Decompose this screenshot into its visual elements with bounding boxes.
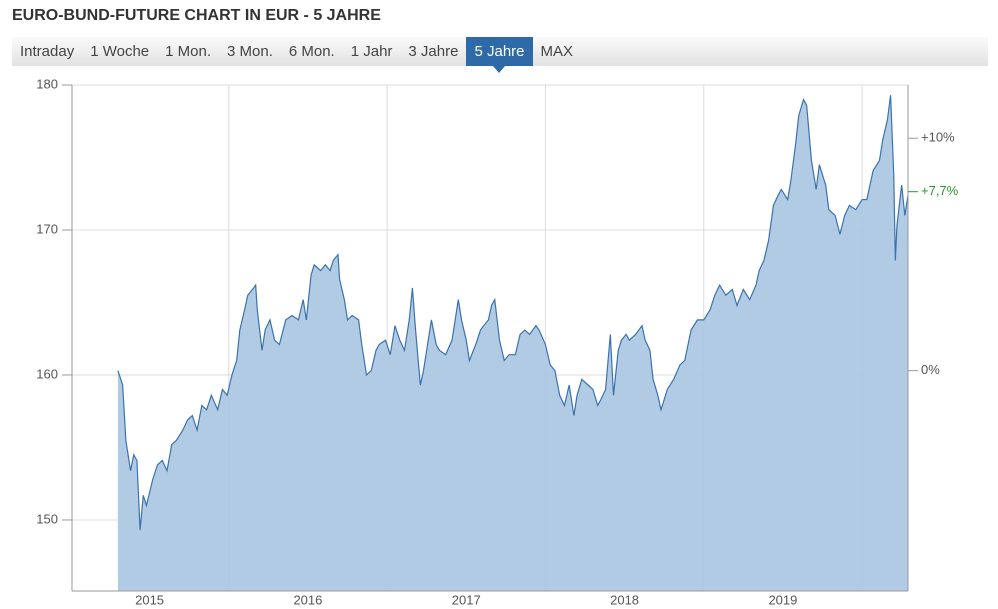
range-tab[interactable]: 1 Woche xyxy=(90,43,150,60)
chart-title: EURO-BUND-FUTURE CHART IN EUR - 5 JAHRE xyxy=(12,7,381,24)
range-tab[interactable]: 1 Mon. xyxy=(165,43,211,60)
x-tick-label: 2019 xyxy=(768,592,797,607)
y-tick-label: 150 xyxy=(36,511,58,526)
range-tab[interactable]: Intraday xyxy=(20,43,75,60)
y-tick-label: 170 xyxy=(36,221,58,236)
x-tick-label: 2018 xyxy=(610,592,639,607)
x-tick-label: 2017 xyxy=(452,592,481,607)
y-tick-label: 160 xyxy=(36,366,58,381)
y2-tick-label: 0% xyxy=(921,362,940,377)
x-tick-label: 2016 xyxy=(293,592,322,607)
tab-bar: Intraday 1 Woche 1 Mon. 3 Mon. 6 Mon. 1 Jahr 3… xyxy=(12,37,988,73)
y2-tick-label: +10% xyxy=(921,130,955,145)
range-tab[interactable]: 6 Mon. xyxy=(288,43,335,60)
x-tick-label: 2015 xyxy=(135,592,164,607)
range-tab[interactable]: MAX xyxy=(540,43,574,60)
price-line xyxy=(117,95,909,531)
range-tab[interactable]: 5 Jahre xyxy=(466,37,533,73)
range-tab[interactable]: 3 Jahre xyxy=(408,43,459,60)
range-tab[interactable]: 1 Jahr xyxy=(350,43,393,60)
y-tick-label: 180 xyxy=(36,76,58,91)
range-tab[interactable]: 3 Mon. xyxy=(227,43,273,60)
price-area xyxy=(117,95,909,592)
last-change-label: +7,7% xyxy=(921,183,959,198)
